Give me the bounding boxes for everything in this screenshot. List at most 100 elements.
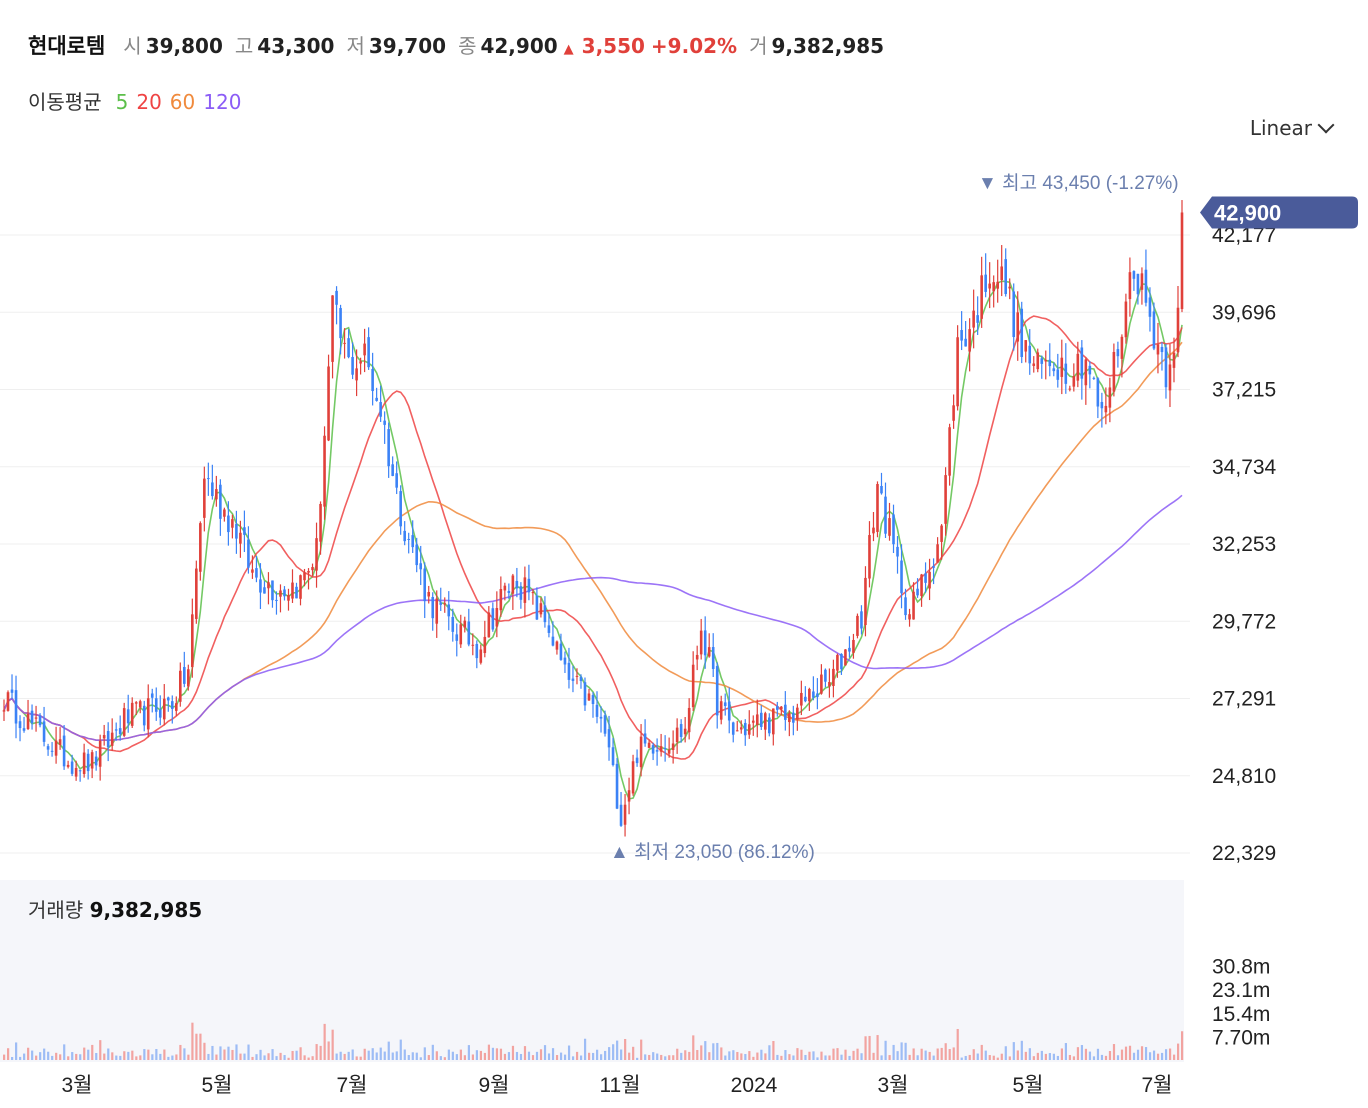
volume-bar [211,1045,214,1060]
candle [539,597,543,618]
candle [487,606,491,638]
volume-bar [91,1044,94,1060]
candle-body [872,527,875,534]
candle-body [784,704,787,720]
volume-bar [936,1048,939,1060]
candle-body [840,653,843,670]
candle-body [291,582,294,599]
candle-body [759,712,763,727]
candle-body [856,615,859,636]
candle-body [543,605,547,623]
volume-bar [1032,1056,1035,1060]
candle-body [479,649,483,663]
volume-bar [547,1053,551,1060]
candle-body [739,727,743,730]
candle [70,754,74,777]
volume-tick-label: 7.70m [1212,1026,1270,1049]
candle [1136,273,1140,305]
volume-bar [624,1038,627,1060]
candle-body [407,538,410,540]
volume-bar [263,1055,266,1060]
candle [22,716,26,733]
scale-select[interactable]: Linear [1250,116,1335,140]
volume-bar [828,1055,831,1060]
candle [1096,377,1100,419]
candle-body [215,489,218,500]
candle [747,710,751,739]
candle [114,722,118,741]
candle [1120,334,1124,378]
candle-body [367,337,370,368]
candle-body [1144,269,1148,303]
volume-bar [640,1039,643,1060]
candle-body [1124,301,1128,338]
candle [1040,355,1044,379]
volume-bar [1104,1055,1108,1060]
candle [126,694,130,733]
volume-bar [519,1053,523,1060]
volume-bar [1040,1050,1043,1060]
volume-bar [115,1055,118,1060]
volume-bar [652,1052,655,1060]
candle-body [667,749,671,754]
candle-body [158,709,162,718]
candle-body [976,315,979,323]
candle [102,724,106,746]
candle [719,695,723,725]
candle-body [707,647,711,657]
candle [944,467,947,536]
candle-body [679,724,683,737]
volume-bar [23,1053,26,1060]
candle [735,720,739,732]
volume-bar [563,1054,567,1060]
low-label: 저 [346,34,365,58]
candle [66,760,70,769]
volume-bar [251,1056,254,1060]
candle-body [1140,273,1144,290]
candle [491,602,495,632]
candle [162,684,166,726]
candle [691,651,695,711]
volume-bar [387,1041,390,1060]
candle-body [812,691,815,698]
candle [980,256,983,328]
candle [804,686,807,703]
volume-bar [259,1049,262,1060]
candle-body [323,435,326,507]
y-tick-label: 24,810 [1212,765,1276,788]
candle [659,733,663,757]
candle [812,676,815,701]
volume-bar [728,1051,731,1060]
candle-body [924,573,927,583]
candle [419,545,423,586]
volume-bar [984,1050,987,1060]
candle [187,664,190,691]
candle [455,623,459,657]
volume-bar [612,1044,615,1060]
candle [667,737,671,758]
candle-body [203,478,206,518]
candle-body [154,698,158,712]
volume-bar [784,1050,787,1060]
candle-body [467,621,471,645]
volume-bar [1176,1043,1180,1060]
candle-body [792,712,795,723]
volume-bar [764,1053,767,1060]
candle [1092,376,1096,380]
volume-bar [447,1049,450,1060]
candle-body [551,636,555,646]
candle-body [659,746,663,752]
candle-body [259,579,262,593]
volume-bar [499,1048,503,1060]
candle-body [1116,349,1120,357]
volume-bar [55,1052,58,1060]
candle [523,566,527,618]
volume-bar [107,1048,110,1060]
x-tick-label: 7월 [337,1074,368,1097]
candle-body [1156,344,1160,355]
candle [836,653,839,678]
candle [323,426,326,520]
candle [808,687,811,711]
candle [832,659,835,698]
